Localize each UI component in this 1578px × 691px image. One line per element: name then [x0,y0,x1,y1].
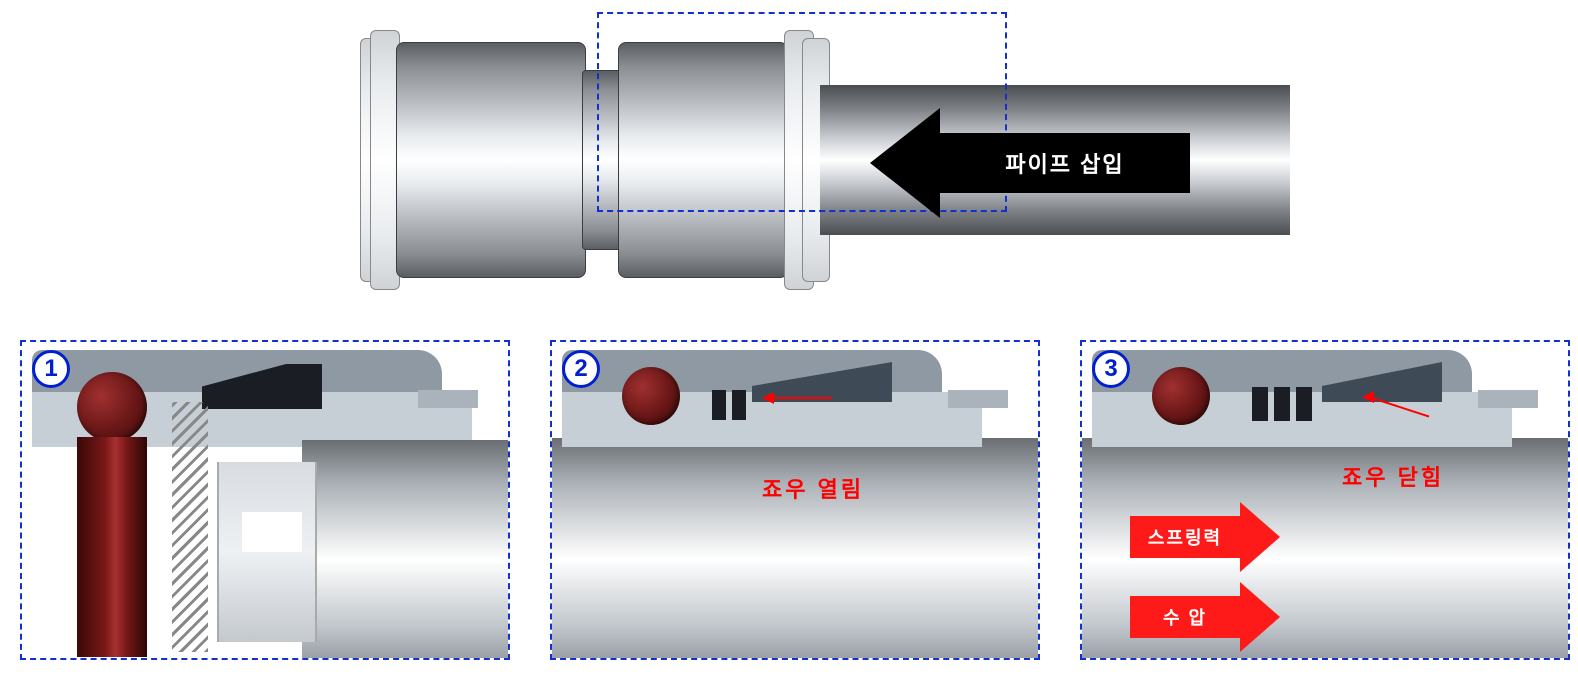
insert-arrow-label: 파이프 삽입 [940,133,1190,193]
jaw-tooth [712,390,726,420]
arrow-head-icon [1240,502,1280,572]
motion-arrow-head-icon [1362,391,1374,403]
spring-force-arrow: 스프링력 [1130,502,1280,572]
step-number-2-text: 2 [574,355,587,383]
bottom-panels: 1 죠우 열림 2 [0,340,1578,685]
step-number-3: 3 [1092,350,1130,388]
spring-force-label: 스프링력 [1130,516,1240,558]
o-ring [622,367,680,425]
step-number-3-text: 3 [1104,355,1117,383]
spring [172,402,208,652]
motion-arrow-head-icon [762,392,774,404]
jaw-tooth [1252,387,1268,421]
jaw-open-label: 죠우 열림 [762,472,864,504]
release-collar [418,390,478,408]
jaw-tooth [732,390,746,420]
step-number-2: 2 [562,350,600,388]
release-collar [1478,390,1538,408]
jaw-tooth [1274,387,1290,421]
water-pressure-label: 수 압 [1130,596,1240,638]
panel-step-3: 죠우 닫힘 스프링력 수 압 3 [1080,340,1570,660]
panel-step-1: 1 [20,340,510,660]
arrow-head-icon [870,108,940,218]
fitting-left-body [396,42,586,278]
jaw-closed-label: 죠우 닫힘 [1342,460,1444,492]
insert-arrow: 파이프 삽입 [870,108,1190,218]
water-pressure-arrow: 수 압 [1130,582,1280,652]
release-collar [948,390,1008,408]
seal-column [77,437,147,657]
pipe-section [302,440,508,658]
o-ring [77,372,147,442]
step-number-1: 1 [32,350,70,388]
arrow-head-icon [1240,582,1280,652]
cross-section-1 [22,342,508,658]
top-diagram: 파이프 삽입 [0,0,1578,300]
spacer-block [217,462,317,642]
motion-arrow-line [772,397,832,399]
o-ring [1152,367,1210,425]
spacer-cut [242,512,302,552]
panel-step-2: 죠우 열림 2 [550,340,1040,660]
pipe-section [552,438,1038,658]
step-number-1-text: 1 [44,355,57,383]
jaw-tooth [1296,387,1312,421]
